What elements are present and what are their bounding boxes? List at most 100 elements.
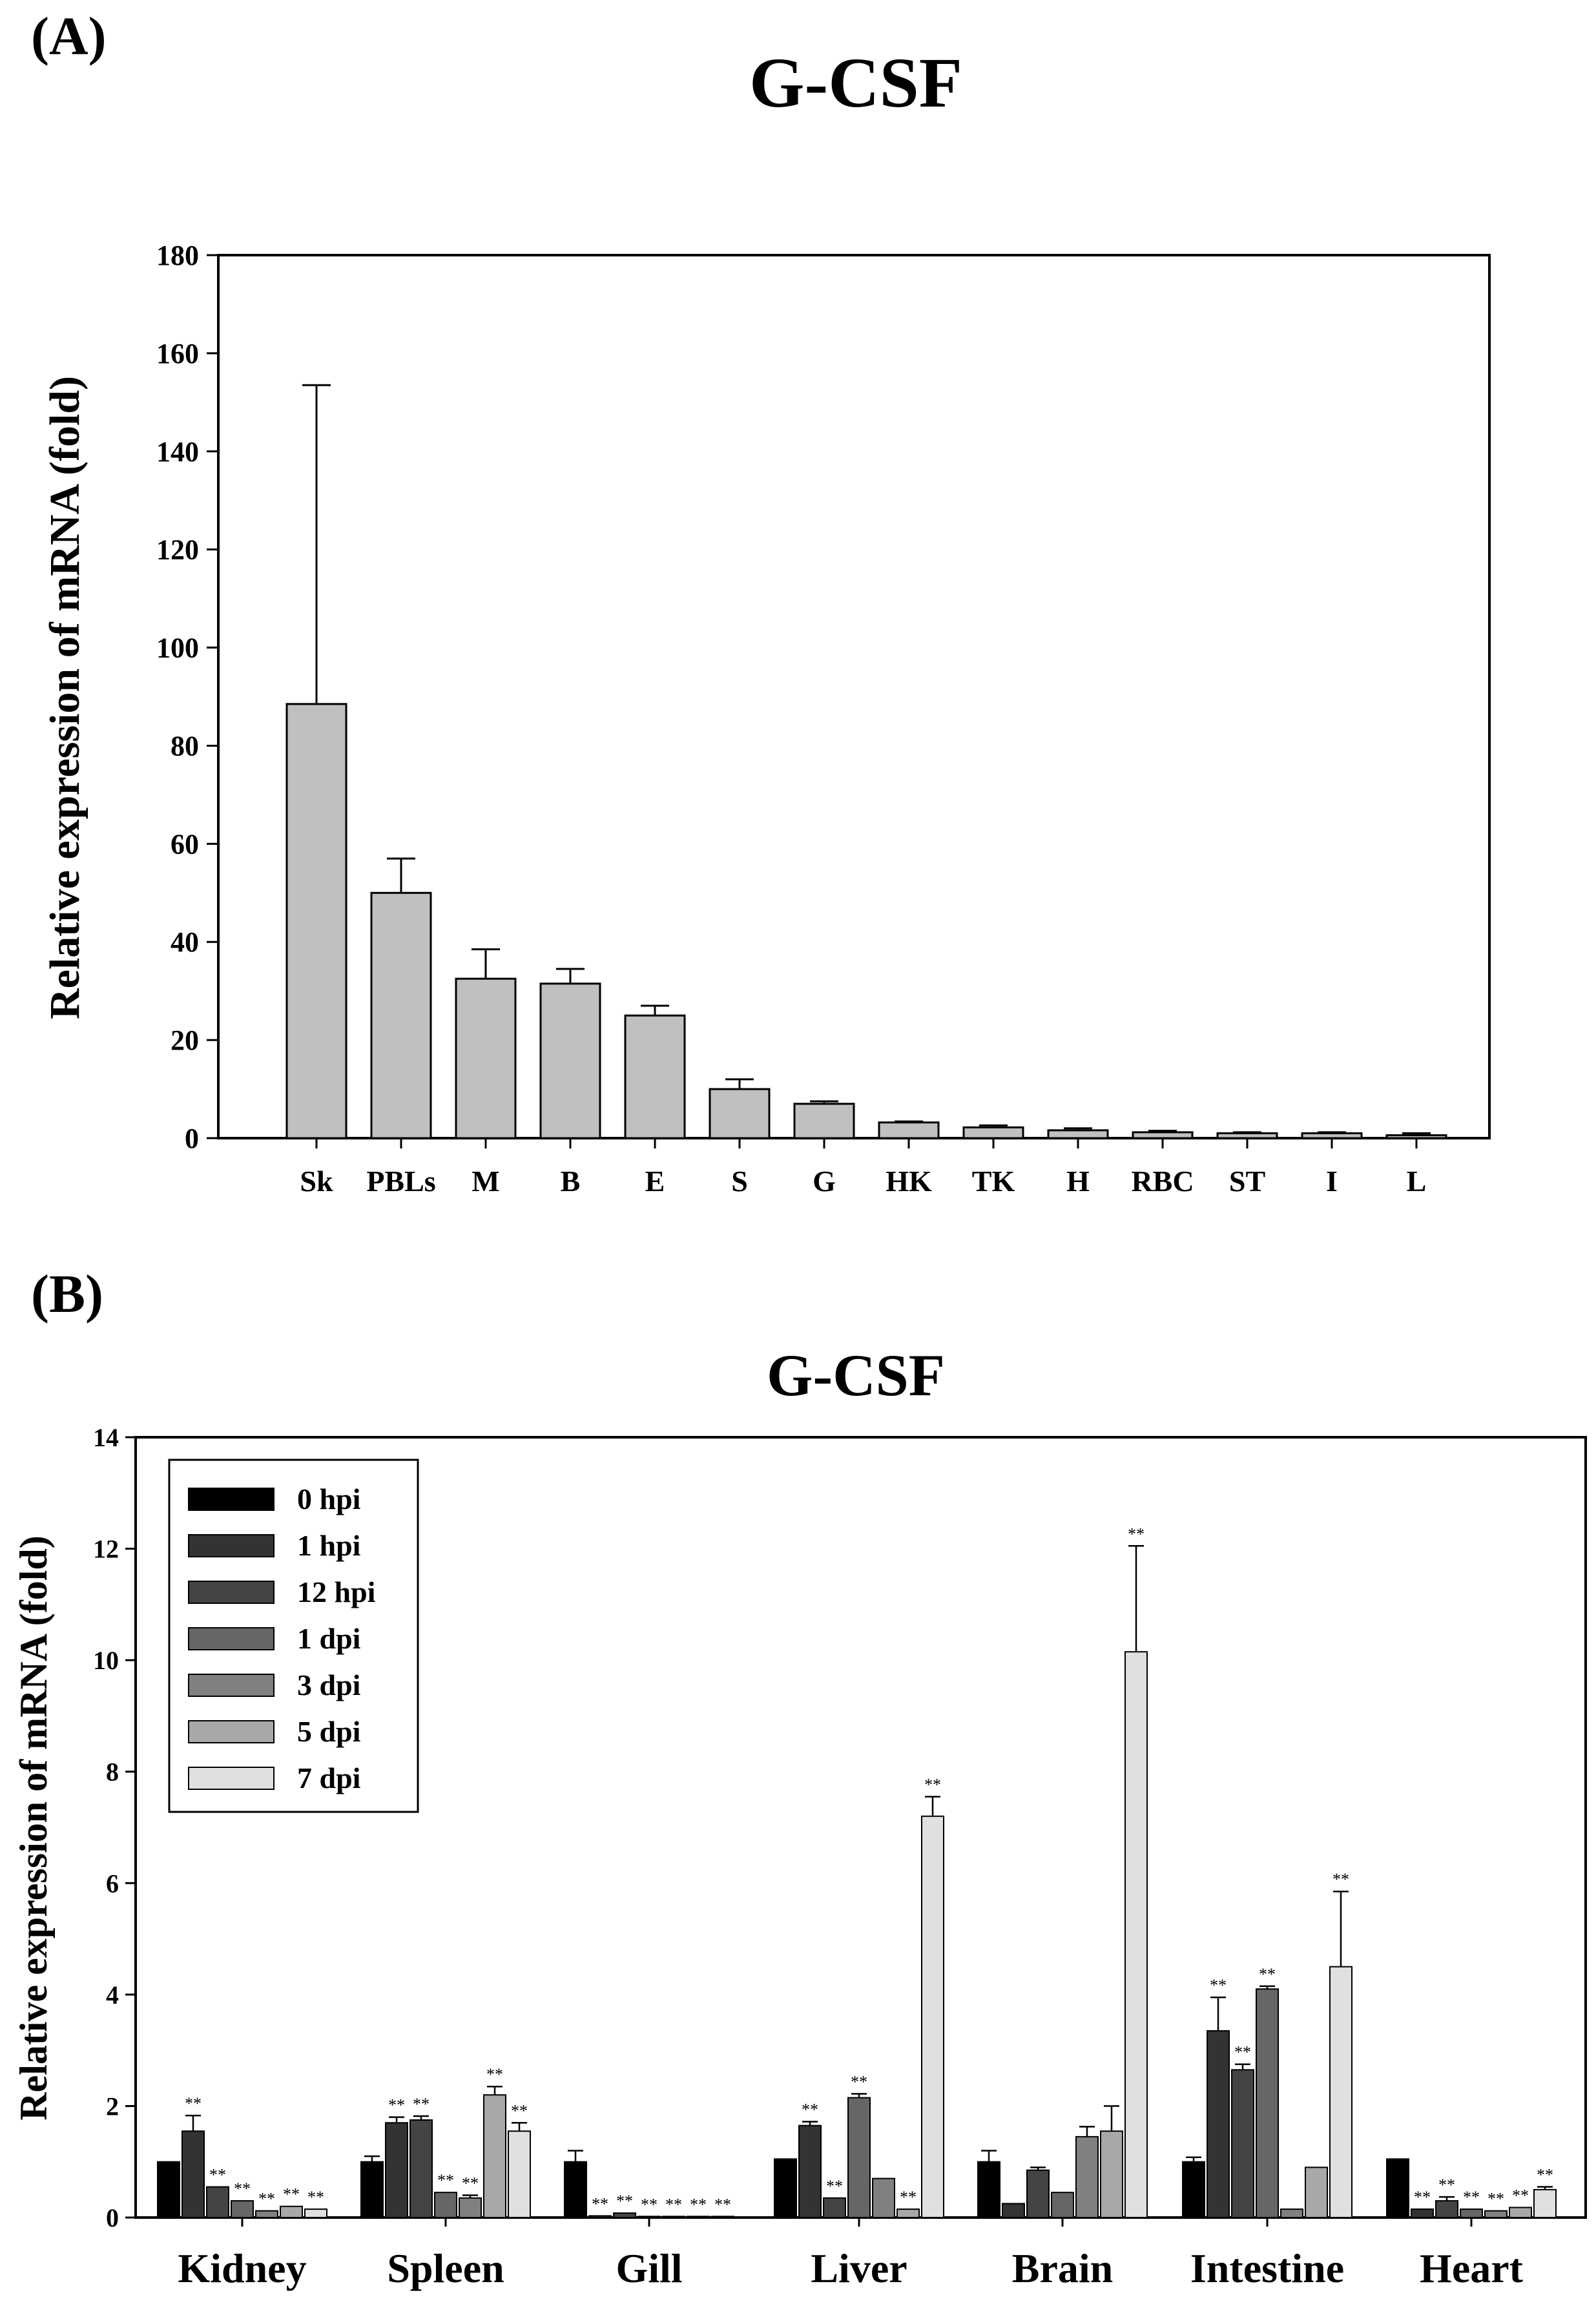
bar-b bbox=[539, 982, 601, 1139]
bar-liver-1dpi bbox=[847, 2097, 871, 2218]
bar-gill-1dpi bbox=[637, 2216, 661, 2219]
significance-mark: ** bbox=[665, 2195, 682, 2214]
bar-gill-0hpi bbox=[564, 2161, 587, 2219]
y-tick-label: 4 bbox=[106, 1980, 119, 2010]
significance-mark: ** bbox=[486, 2065, 503, 2084]
bar-brain-5dpi bbox=[1100, 2130, 1123, 2218]
bar-m bbox=[455, 977, 517, 1139]
bar-intestine-7dpi bbox=[1329, 1966, 1352, 2219]
significance-mark: ** bbox=[1259, 1965, 1276, 1984]
bar-intestine-1hpi bbox=[1207, 2030, 1230, 2218]
bar-sk bbox=[285, 703, 347, 1139]
bar-gill-5dpi bbox=[687, 2216, 710, 2219]
chart-b-title: G-CSF bbox=[767, 1342, 945, 1408]
x-tick-label: RBC bbox=[1131, 1165, 1194, 1198]
bar-h bbox=[1047, 1129, 1109, 1139]
bar-kidney-0hpi bbox=[157, 2161, 180, 2219]
y-tick-label: 14 bbox=[93, 1423, 119, 1452]
panel-b-label: (B) bbox=[31, 1264, 103, 1324]
bar-pbls bbox=[370, 891, 432, 1139]
y-tick-label: 0 bbox=[106, 2203, 119, 2232]
legend-label: 1 dpi bbox=[297, 1622, 361, 1655]
bar-kidney-7dpi bbox=[304, 2208, 327, 2218]
significance-mark: ** bbox=[641, 2195, 658, 2214]
legend-label: 3 dpi bbox=[297, 1668, 361, 1701]
significance-mark: ** bbox=[1463, 2188, 1480, 2207]
y-tick-label: 12 bbox=[93, 1535, 119, 1564]
significance-mark: ** bbox=[1487, 2190, 1504, 2208]
significance-mark: ** bbox=[851, 2072, 867, 2091]
significance-mark: ** bbox=[1332, 1870, 1349, 1889]
bar-liver-7dpi bbox=[921, 1815, 944, 2219]
significance-mark: ** bbox=[1128, 1524, 1145, 1543]
significance-mark: ** bbox=[437, 2171, 454, 2190]
legend-label: 1 hpi bbox=[297, 1529, 361, 1562]
chart-a-x-axis: Sk PBLs M B E S G HK TK H RBC ST I L bbox=[300, 1138, 1426, 1198]
significance-mark: ** bbox=[900, 2188, 917, 2207]
legend-swatch bbox=[188, 1534, 275, 1557]
y-tick-label: 120 bbox=[156, 534, 199, 566]
bar-spleen-1hpi bbox=[385, 2122, 408, 2218]
bar-brain-1hpi bbox=[1002, 2203, 1025, 2218]
bar-kidney-1dpi bbox=[231, 2200, 254, 2218]
significance-mark: ** bbox=[234, 2179, 251, 2198]
legend-swatch bbox=[188, 1720, 275, 1743]
bar-gill-3dpi bbox=[662, 2216, 685, 2219]
bar-liver-5dpi bbox=[896, 2208, 920, 2218]
y-tick-label: 80 bbox=[171, 730, 199, 762]
bar-heart-3dpi bbox=[1484, 2210, 1508, 2219]
chart-b-bars: ** ** ** ** ** ** ** ** ** ** ** ** ** ** ** ** ** ** ** **… bbox=[157, 1524, 1557, 2219]
x-tick-label: HK bbox=[886, 1165, 932, 1198]
significance-mark: ** bbox=[209, 2166, 226, 2185]
chart-b-legend: 0 hpi 1 hpi 12 hpi 1 dpi 3 dpi 5 dpi 7 dpi bbox=[168, 1459, 419, 1813]
bar-intestine-5dpi bbox=[1305, 2166, 1328, 2218]
bar-hk bbox=[878, 1121, 940, 1139]
y-tick-label: 40 bbox=[171, 926, 199, 958]
bar-rbc bbox=[1132, 1131, 1194, 1139]
bar-heart-5dpi bbox=[1509, 2207, 1532, 2218]
panel-a-label: (A) bbox=[31, 6, 107, 67]
significance-mark: ** bbox=[388, 2096, 405, 2115]
bar-st bbox=[1216, 1132, 1278, 1139]
bar-heart-12hpi bbox=[1435, 2200, 1458, 2218]
bar-spleen-1dpi bbox=[434, 2192, 457, 2218]
y-tick-label: 0 bbox=[185, 1123, 199, 1154]
significance-mark: ** bbox=[690, 2195, 707, 2214]
bar-e bbox=[624, 1014, 686, 1139]
significance-mark: ** bbox=[1234, 2043, 1251, 2062]
significance-mark: ** bbox=[1210, 1976, 1227, 1995]
chart-a-bars bbox=[285, 384, 1447, 1139]
x-tick-label: H bbox=[1066, 1165, 1090, 1198]
significance-mark: ** bbox=[413, 2095, 430, 2114]
bar-kidney-12hpi bbox=[206, 2186, 229, 2219]
significance-mark: ** bbox=[802, 2101, 818, 2119]
legend-label: 5 dpi bbox=[297, 1715, 361, 1748]
x-tick-label: M bbox=[472, 1165, 499, 1198]
significance-mark: ** bbox=[185, 2094, 202, 2113]
bar-liver-1hpi bbox=[798, 2125, 822, 2219]
y-tick-label: 2 bbox=[106, 2092, 119, 2121]
legend-swatch bbox=[188, 1674, 275, 1697]
y-tick-label: 8 bbox=[106, 1758, 119, 1787]
bar-intestine-12hpi bbox=[1231, 2069, 1254, 2218]
bar-kidney-3dpi bbox=[255, 2210, 278, 2219]
bar-i bbox=[1301, 1132, 1363, 1139]
x-tick-label: Kidney bbox=[178, 2245, 306, 2291]
significance-mark: ** bbox=[616, 2192, 633, 2210]
x-tick-label: I bbox=[1326, 1165, 1338, 1198]
x-tick-label: B bbox=[561, 1165, 581, 1198]
x-tick-label: ST bbox=[1229, 1165, 1265, 1198]
bar-gill-7dpi bbox=[711, 2216, 734, 2219]
significance-mark: ** bbox=[1537, 2166, 1553, 2185]
chart-b-x-axis: Kidney Spleen Gill Liver Brain Intestine Heart bbox=[178, 2218, 1524, 2291]
significance-mark: ** bbox=[511, 2101, 528, 2120]
bar-gill-1hpi bbox=[588, 2215, 612, 2218]
panel-a-chart: G-CSF 0 20 40 60 80 100 120 140 160 180 Sk PBLs M B E… bbox=[41, 43, 1491, 1198]
bar-heart-1hpi bbox=[1411, 2208, 1434, 2218]
chart-a-y-axis: 0 20 40 60 80 100 120 140 160 180 bbox=[156, 240, 218, 1154]
bar-intestine-1dpi bbox=[1256, 1988, 1279, 2218]
legend-swatch bbox=[188, 1627, 275, 1650]
significance-mark: ** bbox=[826, 2177, 843, 2196]
bar-liver-0hpi bbox=[774, 2158, 797, 2218]
x-tick-label: Liver bbox=[811, 2245, 907, 2291]
